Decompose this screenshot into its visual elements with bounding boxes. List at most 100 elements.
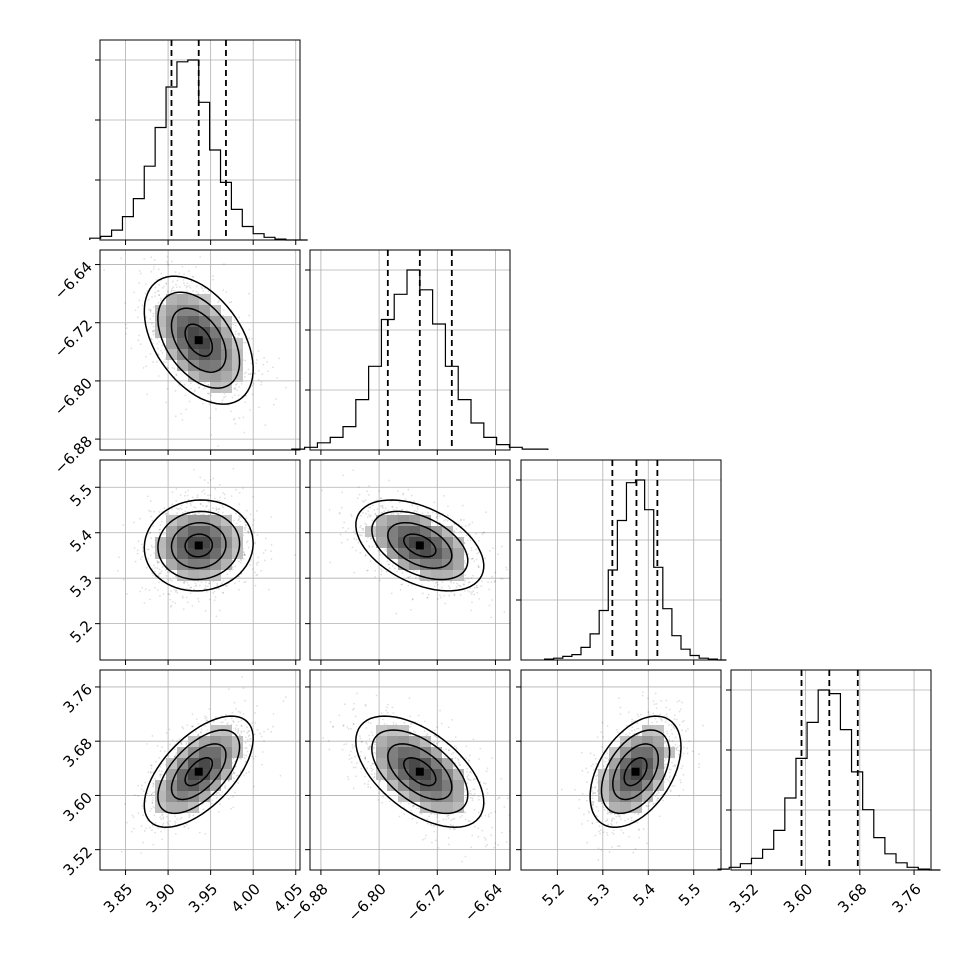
scatter-point <box>391 513 393 515</box>
scatter-point <box>222 492 224 494</box>
scatter-point <box>267 728 269 730</box>
scatter-point <box>456 528 458 530</box>
scatter-point <box>223 263 225 265</box>
scatter-point <box>151 545 153 547</box>
scatter-point <box>151 323 153 325</box>
scatter-point <box>197 494 199 496</box>
scatter-point <box>130 347 132 349</box>
density-cell <box>155 537 166 548</box>
scatter-point <box>235 489 237 491</box>
scatter-point <box>198 733 200 735</box>
scatter-point <box>213 721 215 723</box>
scatter-point <box>392 513 394 515</box>
scatter-point <box>170 606 172 608</box>
scatter-point <box>167 256 169 258</box>
scatter-point <box>411 505 413 507</box>
scatter-point <box>194 389 196 391</box>
scatter-point <box>371 538 373 540</box>
scatter-point <box>485 511 487 513</box>
scatter-point <box>171 580 173 582</box>
scatter-point <box>206 591 208 593</box>
scatter-point <box>238 580 240 582</box>
scatter-point <box>471 547 473 549</box>
scatter-point <box>145 588 147 590</box>
scatter-point <box>235 513 237 515</box>
scatter-point <box>181 508 183 510</box>
scatter-point <box>157 567 159 569</box>
scatter-point <box>487 581 489 583</box>
scatter-point <box>152 785 154 787</box>
scatter-point <box>171 367 173 369</box>
scatter-point <box>366 490 368 492</box>
density-cell <box>365 526 376 537</box>
scatter-point <box>132 815 134 817</box>
scatter-point <box>234 727 236 729</box>
scatter-point <box>258 370 260 372</box>
scatter-point <box>251 338 253 340</box>
scatter-point <box>134 794 136 796</box>
scatter-point <box>359 552 361 554</box>
scatter-point <box>237 732 239 734</box>
scatter-point <box>206 720 208 722</box>
scatter-point <box>145 828 147 830</box>
scatter-point <box>179 286 181 288</box>
scatter-point <box>248 547 250 549</box>
scatter-point <box>458 584 460 586</box>
scatter-point <box>187 601 189 603</box>
scatter-point <box>145 356 147 358</box>
scatter-point <box>249 738 251 740</box>
scatter-point <box>239 521 241 523</box>
scatter-point <box>254 571 256 573</box>
scatter-point <box>186 824 188 826</box>
scatter-point <box>150 511 152 513</box>
scatter-point <box>247 531 249 533</box>
scatter-point <box>161 774 163 776</box>
scatter-point <box>175 390 177 392</box>
scatter-point <box>175 500 177 502</box>
scatter-point <box>459 816 461 818</box>
scatter-point <box>241 725 243 727</box>
scatter-point <box>125 333 127 335</box>
scatter-point <box>134 547 136 549</box>
scatter-point <box>186 596 188 598</box>
scatter-point <box>145 365 147 367</box>
scatter-point <box>368 514 370 516</box>
density-cell <box>431 548 442 559</box>
scatter-point <box>364 523 366 525</box>
scatter-point <box>370 507 372 509</box>
scatter-point <box>150 554 152 556</box>
scatter-point <box>188 813 190 815</box>
scatter-point <box>221 582 223 584</box>
scatter-point <box>241 719 243 721</box>
scatter-point <box>214 488 216 490</box>
scatter-point <box>392 565 394 567</box>
scatter-point <box>407 489 409 491</box>
scatter-point <box>199 256 201 258</box>
scatter-point <box>145 283 147 285</box>
scatter-point <box>210 479 212 481</box>
scatter-point <box>190 587 192 589</box>
scatter-point <box>154 567 156 569</box>
scatter-point <box>203 489 205 491</box>
scatter-point <box>478 796 480 798</box>
scatter-point <box>155 287 157 289</box>
scatter-point <box>434 586 436 588</box>
scatter-point <box>140 343 142 345</box>
scatter-point <box>164 777 166 779</box>
scatter-point <box>175 284 177 286</box>
scatter-point <box>409 576 411 578</box>
scatter-point <box>228 688 230 690</box>
scatter-point <box>356 693 358 695</box>
scatter-point <box>222 506 224 508</box>
scatter-point <box>174 368 176 370</box>
scatter-point <box>247 739 249 741</box>
scatter-point <box>158 294 160 296</box>
scatter-point <box>190 592 192 594</box>
scatter-point <box>347 539 349 541</box>
scatter-point <box>193 506 195 508</box>
density-cell <box>177 294 188 305</box>
scatter-point <box>236 523 238 525</box>
scatter-point <box>466 534 468 536</box>
scatter-point <box>157 302 159 304</box>
scatter-point <box>349 754 351 756</box>
